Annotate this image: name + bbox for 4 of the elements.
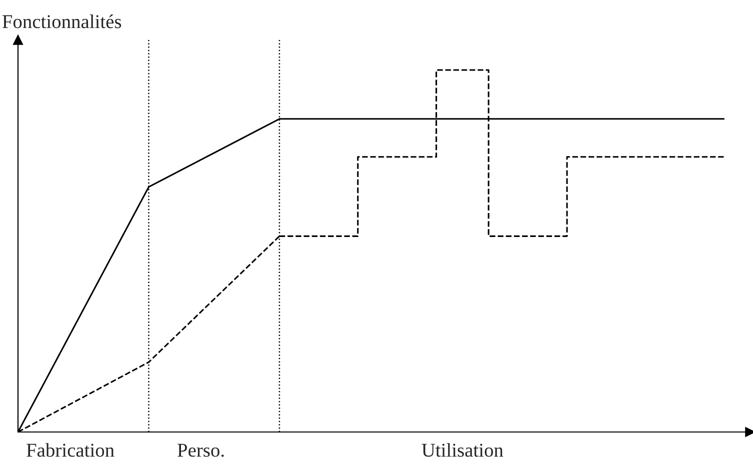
x-tick-label: Utilisation: [422, 443, 504, 457]
x-tick-label: Fabrication: [26, 443, 114, 457]
y-axis-title: Fonctionnalités: [2, 14, 122, 28]
x-tick-label: Perso.: [178, 444, 224, 457]
